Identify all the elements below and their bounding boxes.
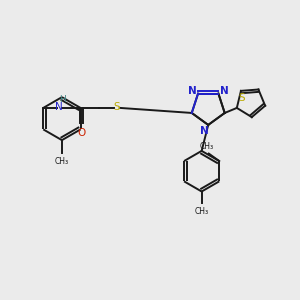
Text: S: S — [113, 102, 120, 112]
Text: N: N — [188, 86, 197, 96]
Text: H: H — [60, 95, 66, 104]
Text: N: N — [55, 102, 63, 112]
Text: CH₃: CH₃ — [55, 157, 69, 166]
Text: O: O — [77, 128, 86, 138]
Text: CH₃: CH₃ — [195, 207, 209, 216]
Text: CH₃: CH₃ — [200, 142, 214, 151]
Text: S: S — [238, 93, 245, 103]
Text: N: N — [200, 126, 209, 136]
Text: N: N — [220, 86, 229, 96]
